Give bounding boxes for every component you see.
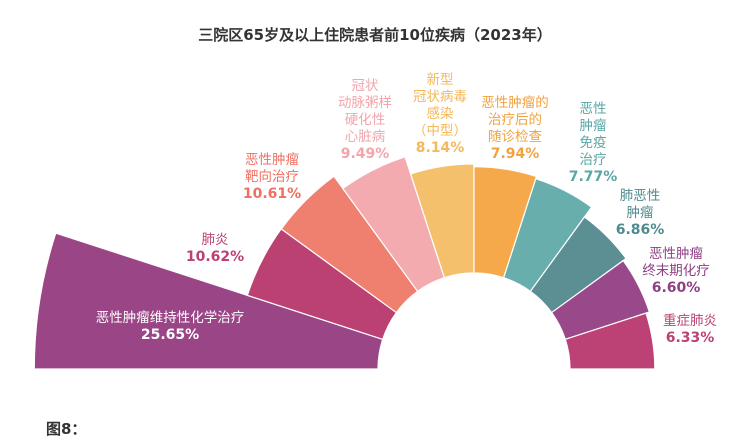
segment-label-line: 硬化性 [344,112,386,128]
rose-segment [502,177,593,293]
segment-value-label: 10.61% [242,186,302,202]
segment-value-label: 25.65% [140,327,200,343]
rose-segment [473,166,538,279]
segment-value-label: 10.62% [185,249,245,265]
segment-label-line: 动脉粥样 [338,95,392,111]
segment-label-line: 恶性肿瘤 [649,246,703,262]
segment-label: 恶性肿瘤维持性化学治疗 25.65% [96,310,245,344]
rose-segment [564,312,656,370]
chart-title: 三院区65岁及以上住院患者前10位疾病（2023年） [198,26,552,44]
segment-label-line: 恶性肿瘤的 [481,95,549,111]
rose-segment [341,156,446,293]
segment-label: 肺恶性 肿瘤 6.86% [616,188,665,239]
segment-label-line: （中型） [413,123,467,139]
segment-label-line: 随诊检查 [488,129,542,145]
segment-value-label: 6.86% [615,222,665,238]
segment-value-label: 9.49% [340,146,390,162]
segment-label-line: 冠状病毒 [413,89,467,105]
segment-label-line: 恶性肿瘤维持性化学治疗 [95,310,245,326]
segment-label: 重症肺炎 6.33% [663,313,717,347]
segment-label: 恶性肿瘤 靶向治疗 10.61% [243,152,301,203]
segment-label-line: 治疗后的 [488,112,542,128]
rose-segment [529,216,627,314]
segment-value-label: 6.33% [665,330,715,346]
segment-label-line: 肿瘤 [626,205,654,221]
segment-label-line: 治疗 [579,152,607,168]
segment-label-line: 终末期化疗 [642,263,710,279]
segment-label: 恶性肿瘤 终末期化疗 6.60% [642,246,710,297]
rose-segment [409,163,475,279]
segment-label-line: 恶性肿瘤 [245,152,299,168]
rose-segment [33,232,384,370]
segment-label-line: 免疫 [579,135,607,151]
segment-value-label: 7.77% [568,169,618,185]
segment-label-line: 心脏病 [344,129,386,145]
figure-caption: 图8： [46,420,87,438]
segment-value-label: 7.94% [490,146,540,162]
segment-label-line: 重症肺炎 [663,313,717,329]
segment-label: 肺炎 10.62% [186,232,244,266]
segment-label: 冠状 动脉粥样 硬化性 心脏病 9.49% [338,78,392,163]
segment-label-line: 感染 [426,106,454,122]
segment-label-line: 新型 [426,72,454,88]
segment-label-line: 肺恶性 [619,188,661,204]
segment-label-line: 冠状 [351,78,379,94]
segment-label-line: 肺炎 [201,232,229,248]
segment-value-label: 8.14% [415,140,465,156]
segment-label-line: 靶向治疗 [245,169,299,185]
segment-label: 恶性肿瘤的 治疗后的 随诊检查 7.94% [481,95,549,163]
segment-label: 恶性 肿瘤 免疫 治疗 7.77% [569,101,618,186]
segment-value-label: 6.60% [651,280,701,296]
segment-label-line: 恶性 [579,101,607,117]
segment-label: 新型 冠状病毒 感染 （中型） 8.14% [413,72,467,157]
segment-label-line: 肿瘤 [579,118,607,134]
rose-segment [280,175,419,314]
